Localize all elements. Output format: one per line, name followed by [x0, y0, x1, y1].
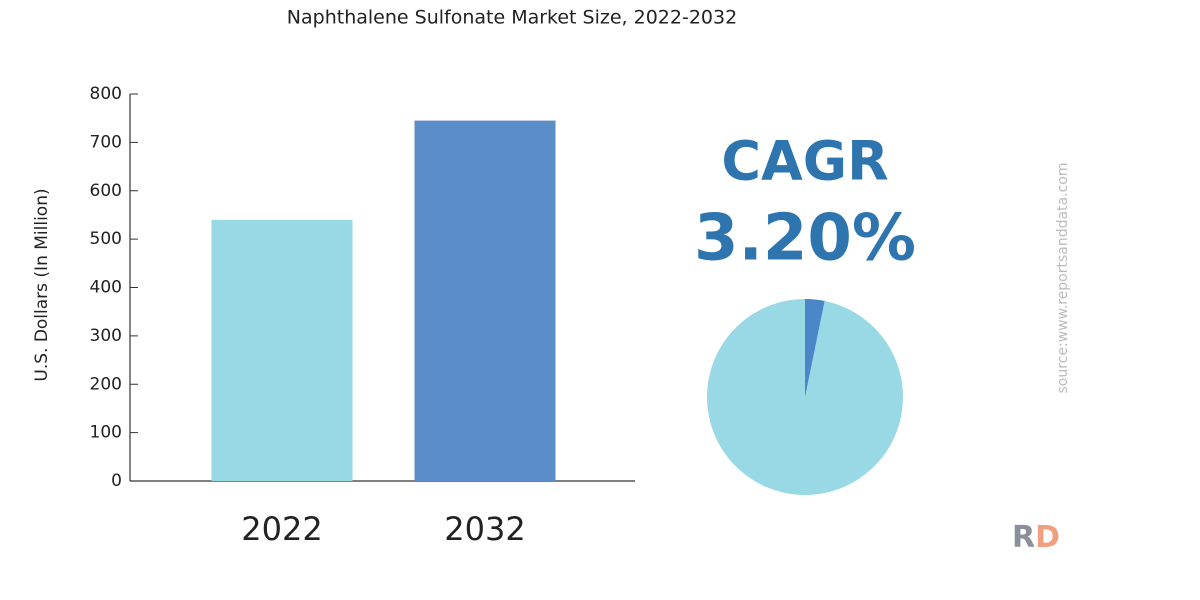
y-tick-label: 100: [90, 423, 122, 443]
cagr-title: CAGR: [721, 130, 888, 193]
x-tick-label: 2032: [444, 510, 525, 548]
source: source:www.reportsanddata.com: [1055, 163, 1071, 394]
logo-r: R: [1012, 520, 1035, 555]
y-tick-label: 0: [111, 471, 122, 491]
y-tick-label: 500: [90, 229, 122, 249]
x-tick-label: 2022: [241, 510, 322, 548]
y-tick-label: 300: [90, 326, 122, 346]
logo-d: D: [1035, 520, 1060, 555]
logo: RD: [1012, 520, 1060, 555]
y-tick-label: 800: [90, 84, 122, 104]
y-axis-label: U.S. Dollars (In Million): [32, 188, 52, 381]
pie-slice: [805, 299, 825, 397]
chart-title: Naphthalene Sulfonate Market Size, 2022-…: [287, 7, 737, 29]
y-tick-label: 600: [90, 181, 122, 201]
bar: [211, 219, 353, 481]
bar: [414, 120, 556, 481]
y-tick-label: 700: [90, 132, 122, 152]
y-tick-label: 200: [90, 374, 122, 394]
y-tick-label: 400: [90, 278, 122, 298]
cagr-value: 3.20%: [694, 202, 916, 276]
